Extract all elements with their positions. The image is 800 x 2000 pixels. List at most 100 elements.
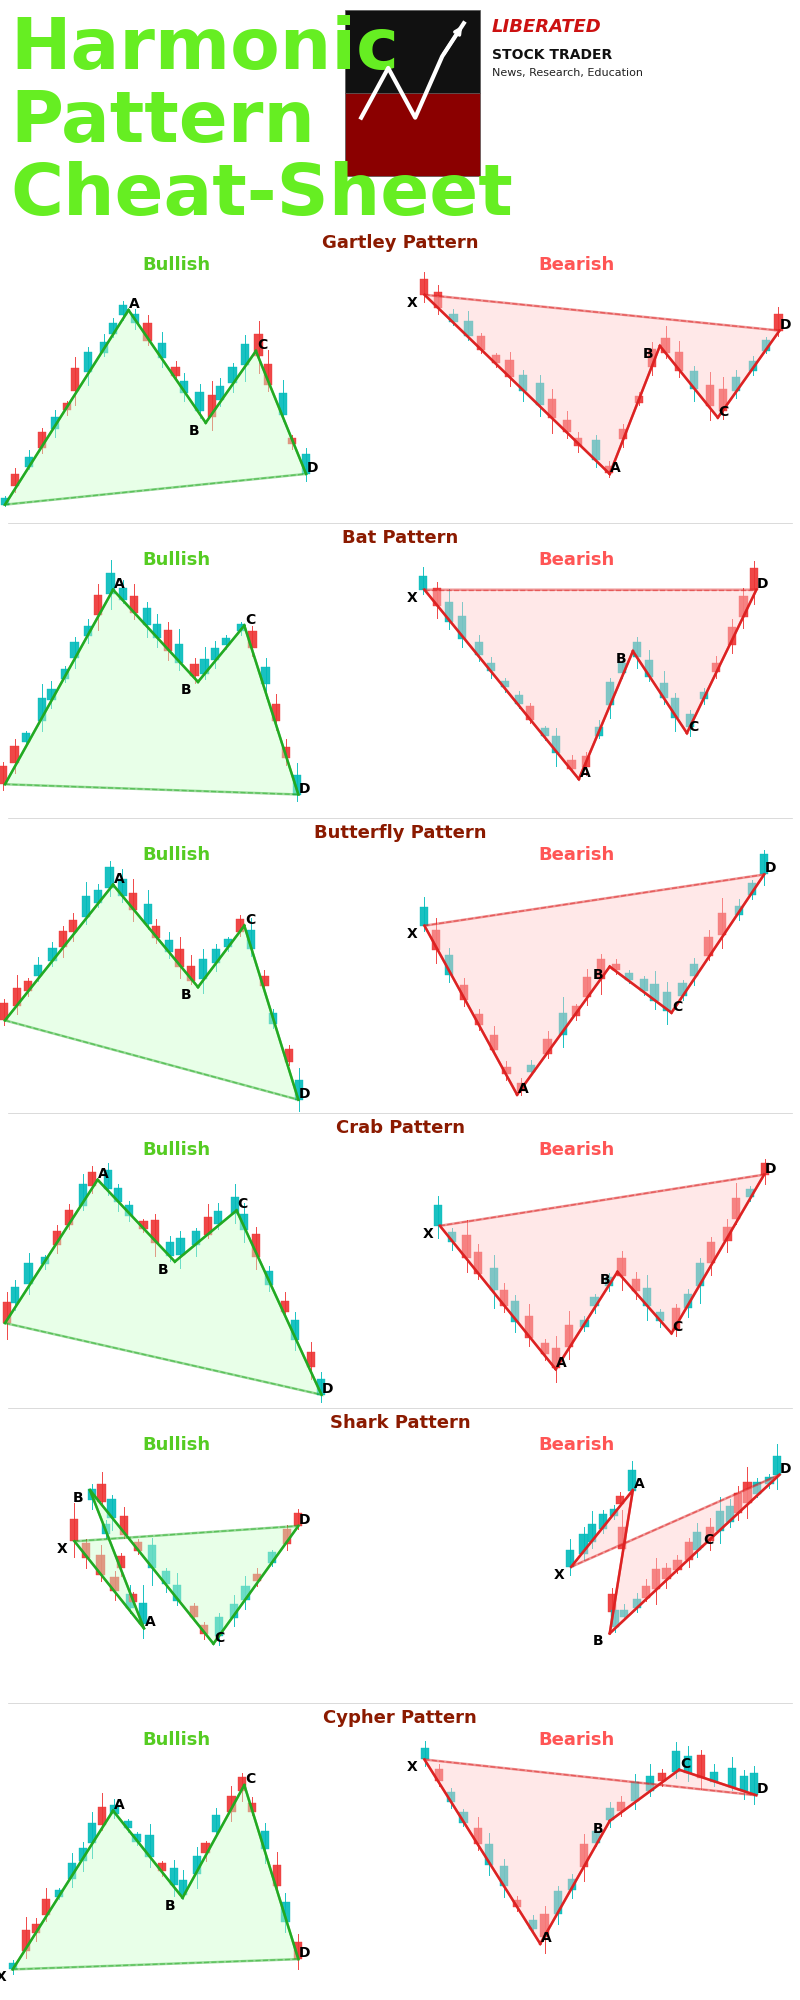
Bar xyxy=(143,608,151,626)
Bar xyxy=(514,696,522,704)
Bar xyxy=(200,1626,208,1634)
Bar xyxy=(273,1866,281,1886)
Bar xyxy=(230,1196,239,1214)
Bar xyxy=(23,982,32,990)
Bar xyxy=(580,1320,589,1326)
Bar xyxy=(42,1898,50,1916)
Bar xyxy=(230,1604,238,1618)
Text: C: C xyxy=(245,1772,255,1786)
Text: B: B xyxy=(73,1492,83,1506)
Bar xyxy=(98,1806,106,1824)
Bar xyxy=(345,92,480,176)
Bar xyxy=(696,1264,705,1286)
Text: C: C xyxy=(214,1630,225,1644)
Text: D: D xyxy=(757,1782,768,1796)
Bar xyxy=(253,1574,261,1582)
Bar xyxy=(88,1490,96,1500)
Bar xyxy=(526,706,534,720)
Text: B: B xyxy=(593,968,603,982)
Bar xyxy=(684,1756,692,1774)
Bar xyxy=(131,314,139,324)
Bar xyxy=(207,394,216,416)
Bar xyxy=(71,368,79,390)
Text: Bullish: Bullish xyxy=(142,1436,210,1454)
Bar xyxy=(178,1880,186,1894)
Bar xyxy=(502,1066,510,1074)
Bar xyxy=(134,1542,142,1552)
Bar xyxy=(592,440,601,460)
Bar xyxy=(445,602,453,622)
Bar xyxy=(612,964,620,970)
Text: Bearish: Bearish xyxy=(538,1436,614,1454)
Text: X: X xyxy=(422,1226,434,1240)
Text: A: A xyxy=(129,298,140,312)
Bar xyxy=(70,920,78,932)
Bar xyxy=(110,1804,118,1814)
Text: C: C xyxy=(245,612,255,626)
Bar xyxy=(543,1038,552,1054)
Bar xyxy=(186,966,195,980)
Bar xyxy=(294,1512,302,1526)
Bar xyxy=(55,1890,63,1898)
Bar xyxy=(590,1296,598,1306)
Bar xyxy=(419,576,427,590)
Bar xyxy=(646,1776,654,1792)
Bar xyxy=(719,388,727,410)
Text: Bullish: Bullish xyxy=(142,256,210,274)
Text: C: C xyxy=(703,1534,714,1548)
Bar xyxy=(490,1034,498,1050)
Bar xyxy=(162,1572,170,1584)
Polygon shape xyxy=(425,1760,757,1944)
Bar xyxy=(262,666,270,684)
Bar xyxy=(180,382,188,394)
Bar xyxy=(598,958,606,978)
Bar xyxy=(697,1756,706,1778)
Bar xyxy=(82,896,90,918)
Bar xyxy=(190,664,198,676)
Bar xyxy=(739,596,747,618)
Bar xyxy=(53,1230,61,1244)
Text: A: A xyxy=(518,1082,529,1096)
Bar xyxy=(626,972,634,980)
Bar xyxy=(490,1268,498,1290)
Bar xyxy=(662,338,670,354)
Bar xyxy=(88,1172,96,1186)
Bar xyxy=(202,1844,210,1854)
Text: Bullish: Bullish xyxy=(142,1730,210,1748)
Bar xyxy=(628,1470,636,1490)
Bar xyxy=(63,402,71,410)
Bar xyxy=(608,1594,616,1612)
Bar xyxy=(109,322,118,334)
Text: Bearish: Bearish xyxy=(538,846,614,864)
Bar xyxy=(139,1222,147,1230)
Text: Bearish: Bearish xyxy=(538,1140,614,1160)
Text: C: C xyxy=(680,1756,690,1770)
Bar xyxy=(254,334,262,356)
Bar xyxy=(267,1552,276,1562)
Text: D: D xyxy=(298,1086,310,1100)
Text: Crab Pattern: Crab Pattern xyxy=(335,1120,465,1136)
Bar xyxy=(293,776,301,794)
Polygon shape xyxy=(5,884,298,1100)
Bar xyxy=(107,1500,115,1518)
Bar xyxy=(663,992,671,1010)
Bar xyxy=(241,344,249,366)
Text: Cypher Pattern: Cypher Pattern xyxy=(323,1708,477,1726)
Bar xyxy=(606,682,614,704)
Polygon shape xyxy=(5,590,298,794)
Bar xyxy=(212,948,220,962)
Polygon shape xyxy=(13,1786,298,1970)
Bar xyxy=(119,306,127,314)
Bar xyxy=(434,292,442,308)
Bar xyxy=(501,680,509,688)
Bar xyxy=(605,1276,613,1286)
Bar xyxy=(106,866,114,888)
Bar xyxy=(1,498,9,504)
Bar xyxy=(660,682,668,698)
Text: D: D xyxy=(322,1382,334,1396)
Bar xyxy=(114,1188,122,1202)
Text: A: A xyxy=(556,1356,567,1370)
Bar xyxy=(650,984,658,1000)
Bar xyxy=(22,1930,30,1952)
Bar xyxy=(302,454,310,474)
